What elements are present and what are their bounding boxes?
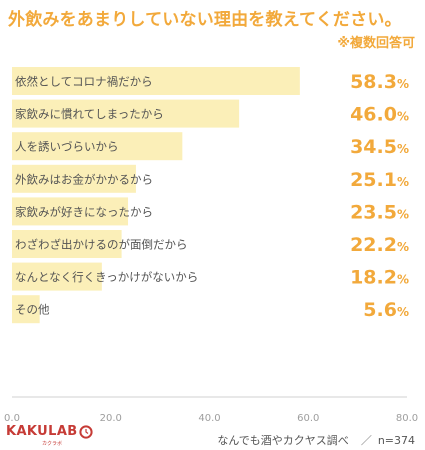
category-label: 人を誘いづらいから xyxy=(15,140,119,154)
value-label: 25.1% xyxy=(350,169,409,191)
value-label: 46.0% xyxy=(350,104,409,126)
value-label: 23.5% xyxy=(350,201,409,223)
value-label: 18.2% xyxy=(350,267,409,289)
bar xyxy=(12,197,129,226)
kakulab-logo: KAKULAB カクラボ xyxy=(6,424,93,447)
bar xyxy=(12,164,136,193)
chart-title: 外飲みをあまりしていない理由を教えてください。 xyxy=(8,10,402,30)
category-label: 家飲みに慣れてしまったから xyxy=(15,107,164,121)
value-label: 5.6% xyxy=(363,299,409,321)
x-tick-label: 80.0 xyxy=(396,413,418,424)
multiple-answer-note: ※複数回答可 xyxy=(337,36,415,51)
bar xyxy=(12,132,183,161)
value-label: 58.3% xyxy=(350,71,409,93)
category-label: その他 xyxy=(15,303,50,317)
sample-size: n=374 xyxy=(377,434,415,447)
source-label: なんでも酒やカクヤス調べ xyxy=(217,434,349,447)
value-label: 22.2% xyxy=(350,234,409,256)
category-label: なんとなく行くきっかけがないから xyxy=(15,270,198,284)
brand-kana: カクラボ xyxy=(42,441,63,447)
bar xyxy=(12,67,300,95)
bar xyxy=(12,295,40,324)
bar xyxy=(12,99,240,128)
bar xyxy=(12,230,122,258)
value-label: 34.5% xyxy=(350,136,409,158)
bar xyxy=(12,262,102,291)
category-label: 家飲みが好きになったから xyxy=(15,205,153,219)
clock-icon xyxy=(78,424,93,439)
category-label: わざわざ出かけるのが面倒だから xyxy=(15,238,188,252)
category-label: 外飲みはお金がかかるから xyxy=(15,172,153,186)
x-tick-label: 20.0 xyxy=(100,413,122,424)
category-label: 依然としてコロナ禍だから xyxy=(15,75,153,89)
brand-wordmark: KAKULAB xyxy=(6,424,78,439)
source-note: なんでも酒やカクヤス調べ ／ n=374 xyxy=(217,432,415,448)
x-tick-label: 40.0 xyxy=(198,413,220,424)
x-tick-label: 0.0 xyxy=(4,413,20,424)
x-tick-label: 60.0 xyxy=(297,413,319,424)
source-separator: ／ xyxy=(360,434,372,447)
